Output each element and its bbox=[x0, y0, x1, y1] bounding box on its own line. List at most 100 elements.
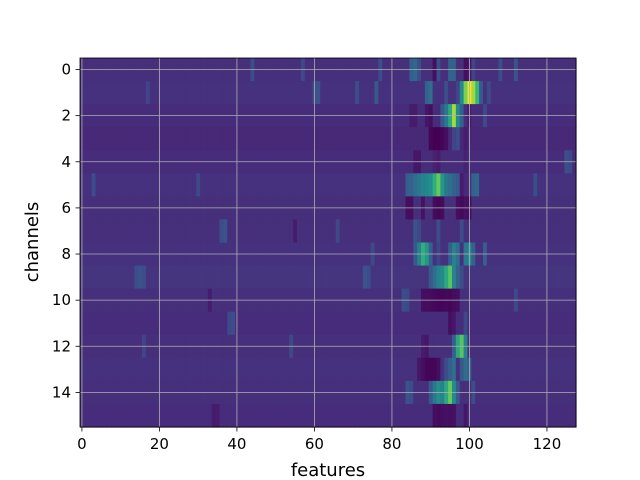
heatmap-cell bbox=[421, 265, 426, 290]
heatmap-cell bbox=[452, 311, 457, 336]
heatmap-cell bbox=[552, 357, 558, 382]
heatmap-cell bbox=[254, 219, 259, 244]
heatmap-cell bbox=[428, 127, 434, 151]
heatmap-cell bbox=[304, 265, 310, 290]
heatmap-cell bbox=[122, 219, 128, 244]
heatmap-cell bbox=[153, 357, 159, 382]
heatmap-cell bbox=[196, 265, 201, 290]
heatmap-cell bbox=[114, 311, 120, 336]
heatmap-cell bbox=[87, 173, 93, 197]
heatmap-cell bbox=[556, 81, 562, 105]
heatmap-cell bbox=[413, 173, 418, 197]
heatmap-cell bbox=[428, 173, 434, 197]
heatmap-cell bbox=[417, 173, 422, 197]
heatmap-cell bbox=[362, 311, 368, 336]
heatmap-cell bbox=[401, 81, 407, 105]
heatmap-cell bbox=[254, 81, 259, 105]
heatmap-cell bbox=[200, 127, 205, 151]
heatmap-cell bbox=[452, 127, 457, 151]
heatmap-cell bbox=[548, 403, 554, 428]
heatmap-cell bbox=[173, 403, 178, 428]
heatmap-cell bbox=[483, 265, 488, 290]
heatmap-cell bbox=[223, 265, 228, 290]
heatmap-cell bbox=[436, 357, 441, 382]
heatmap-cell bbox=[192, 173, 197, 197]
heatmap-cell bbox=[564, 357, 569, 382]
heatmap-cell bbox=[382, 265, 387, 290]
heatmap-cell bbox=[362, 219, 368, 244]
heatmap-cell bbox=[262, 219, 267, 244]
heatmap-cell bbox=[510, 265, 515, 290]
heatmap-cell bbox=[339, 81, 345, 105]
heatmap-cell bbox=[428, 265, 434, 290]
heatmap-cell bbox=[378, 81, 383, 105]
heatmap-cell bbox=[331, 357, 337, 382]
heatmap-cell bbox=[285, 219, 290, 244]
heatmap-cell bbox=[483, 311, 488, 336]
heatmap-cell bbox=[378, 265, 383, 290]
heatmap-cell bbox=[231, 81, 236, 105]
heatmap-cell bbox=[459, 173, 465, 197]
heatmap-cell bbox=[103, 311, 108, 336]
heatmap-cell bbox=[359, 403, 364, 428]
heatmap-cell bbox=[386, 311, 391, 336]
heatmap-cell bbox=[211, 219, 217, 244]
heatmap-cell bbox=[308, 311, 314, 336]
y-axis-title: channels bbox=[22, 202, 43, 283]
heatmap-cell bbox=[91, 265, 97, 290]
heatmap-cell bbox=[370, 357, 376, 382]
heatmap-cell bbox=[300, 127, 306, 151]
heatmap-cell bbox=[293, 127, 298, 151]
heatmap-cell bbox=[165, 127, 170, 151]
heatmap-cell bbox=[324, 265, 329, 290]
heatmap-cell bbox=[83, 81, 89, 105]
heatmap-cell bbox=[153, 403, 159, 428]
heatmap-cell bbox=[308, 265, 314, 290]
heatmap-cell bbox=[459, 81, 465, 105]
heatmap-cell bbox=[215, 173, 221, 197]
heatmap-cell bbox=[359, 311, 364, 336]
heatmap-cell bbox=[114, 219, 120, 244]
heatmap-cell bbox=[173, 81, 178, 105]
heatmap-cell bbox=[269, 403, 275, 428]
heatmap-cell bbox=[552, 173, 558, 197]
heatmap-cell bbox=[448, 127, 453, 151]
heatmap-cell bbox=[486, 357, 492, 382]
heatmap-cell bbox=[188, 265, 193, 290]
y-tick-label: 12 bbox=[52, 337, 71, 355]
heatmap-cell bbox=[514, 403, 519, 428]
heatmap-cell bbox=[165, 403, 170, 428]
heatmap-cell bbox=[359, 173, 364, 197]
heatmap-cell bbox=[366, 127, 372, 151]
heatmap-cell bbox=[525, 127, 531, 151]
heatmap-cell bbox=[231, 403, 236, 428]
heatmap-cell bbox=[95, 81, 100, 105]
x-tick-label: 120 bbox=[533, 435, 562, 453]
heatmap-cell bbox=[506, 81, 511, 105]
heatmap-cell bbox=[486, 173, 492, 197]
heatmap-cell bbox=[180, 219, 186, 244]
heatmap-cell bbox=[541, 81, 546, 105]
heatmap-cell bbox=[246, 265, 252, 290]
heatmap-cell bbox=[486, 311, 492, 336]
heatmap-cell bbox=[262, 357, 267, 382]
heatmap-cell bbox=[308, 127, 314, 151]
heatmap-cell bbox=[413, 403, 418, 428]
heatmap-cell bbox=[440, 127, 445, 151]
heatmap-cell bbox=[304, 357, 310, 382]
heatmap-cell bbox=[219, 173, 224, 197]
heatmap-cell bbox=[269, 219, 275, 244]
heatmap-cell bbox=[459, 127, 465, 151]
heatmap-cell bbox=[134, 311, 139, 336]
heatmap-cell bbox=[541, 173, 546, 197]
heatmap-cell bbox=[494, 311, 500, 336]
heatmap-cell bbox=[99, 127, 104, 151]
heatmap-cell bbox=[517, 265, 523, 290]
heatmap-cell bbox=[417, 357, 422, 382]
heatmap-cell bbox=[204, 81, 209, 105]
heatmap-cell bbox=[91, 311, 97, 336]
heatmap-cell bbox=[281, 311, 286, 336]
heatmap-cell bbox=[455, 265, 461, 290]
heatmap-cell bbox=[130, 219, 135, 244]
heatmap-cell bbox=[517, 81, 523, 105]
